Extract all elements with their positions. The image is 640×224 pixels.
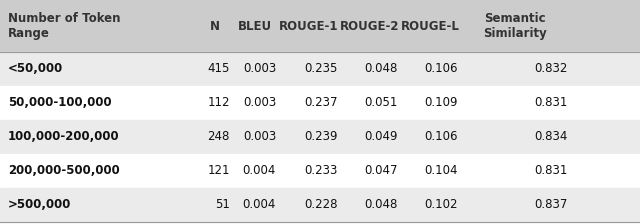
Bar xyxy=(0,0,640,52)
Text: 200,000-500,000: 200,000-500,000 xyxy=(8,164,120,177)
Text: 121: 121 xyxy=(207,164,230,177)
Text: 112: 112 xyxy=(207,97,230,110)
Text: 0.048: 0.048 xyxy=(365,62,398,75)
Text: 248: 248 xyxy=(207,131,230,144)
Text: 0.004: 0.004 xyxy=(243,198,276,211)
Text: 0.106: 0.106 xyxy=(424,131,458,144)
Text: N: N xyxy=(210,19,220,32)
Text: 0.004: 0.004 xyxy=(243,164,276,177)
Text: 100,000-200,000: 100,000-200,000 xyxy=(8,131,120,144)
Text: 0.104: 0.104 xyxy=(424,164,458,177)
Text: 415: 415 xyxy=(207,62,230,75)
Text: 0.237: 0.237 xyxy=(305,97,338,110)
Text: 0.831: 0.831 xyxy=(534,97,568,110)
Text: 0.047: 0.047 xyxy=(365,164,398,177)
Bar xyxy=(0,120,640,154)
Text: Semantic
Similarity: Semantic Similarity xyxy=(483,12,547,40)
Text: 0.832: 0.832 xyxy=(534,62,568,75)
Text: 0.003: 0.003 xyxy=(243,97,276,110)
Text: 0.834: 0.834 xyxy=(534,131,568,144)
Text: 0.003: 0.003 xyxy=(243,62,276,75)
Text: ROUGE-L: ROUGE-L xyxy=(401,19,460,32)
Text: 0.048: 0.048 xyxy=(365,198,398,211)
Text: <50,000: <50,000 xyxy=(8,62,63,75)
Text: 0.239: 0.239 xyxy=(305,131,338,144)
Text: 50,000-100,000: 50,000-100,000 xyxy=(8,97,111,110)
Text: >500,000: >500,000 xyxy=(8,198,72,211)
Text: 0.102: 0.102 xyxy=(424,198,458,211)
Text: 0.837: 0.837 xyxy=(534,198,568,211)
Bar xyxy=(0,154,640,188)
Text: BLEU: BLEU xyxy=(238,19,272,32)
Text: 0.049: 0.049 xyxy=(365,131,398,144)
Bar xyxy=(0,52,640,86)
Text: 0.003: 0.003 xyxy=(243,131,276,144)
Text: ROUGE-1: ROUGE-1 xyxy=(279,19,339,32)
Text: 0.106: 0.106 xyxy=(424,62,458,75)
Text: 0.051: 0.051 xyxy=(365,97,398,110)
Bar xyxy=(0,188,640,222)
Text: Number of Token
Range: Number of Token Range xyxy=(8,12,120,40)
Text: 0.831: 0.831 xyxy=(534,164,568,177)
Bar xyxy=(0,86,640,120)
Text: 51: 51 xyxy=(215,198,230,211)
Text: 0.109: 0.109 xyxy=(424,97,458,110)
Text: 0.233: 0.233 xyxy=(305,164,338,177)
Text: ROUGE-2: ROUGE-2 xyxy=(340,19,400,32)
Text: 0.228: 0.228 xyxy=(305,198,338,211)
Text: 0.235: 0.235 xyxy=(305,62,338,75)
